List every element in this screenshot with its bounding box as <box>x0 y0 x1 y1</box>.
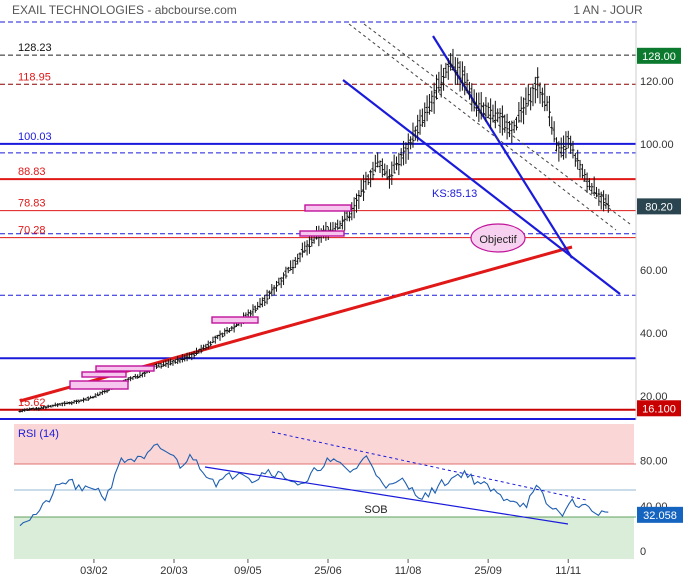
highlight-rectangle <box>69 380 129 390</box>
price-tick-label: 100.00 <box>640 139 674 151</box>
x-tick-label: 20/03 <box>160 565 188 577</box>
price-tick-label: 60.00 <box>640 265 668 277</box>
level-label: 70.28 <box>18 225 46 237</box>
x-tick-label: 25/06 <box>314 565 342 577</box>
price-plot-area <box>20 22 636 420</box>
price-tick-label: 120.00 <box>640 76 674 88</box>
highlight-rectangle <box>304 204 352 212</box>
date-x-axis: 03/02 20/03 09/05 25/06 11/08 25/09 11/11 <box>80 559 581 577</box>
rsi-trendline <box>204 466 569 525</box>
rsi-badge-text: 32.058 <box>643 510 677 522</box>
upper-resistance-line <box>432 35 573 259</box>
price-badges: 128.00 80.20 16.100 <box>637 47 681 417</box>
chart-title: EXAIL TECHNOLOGIES - abcbourse.com <box>12 3 237 17</box>
lower-channel-line <box>342 79 621 295</box>
rsi-oversold-zone <box>14 517 634 559</box>
objectif-label: Objectif <box>479 234 517 246</box>
dotted-channel-line <box>363 23 631 225</box>
objectif-ellipse <box>470 223 526 253</box>
ks-annotation: KS:85.13 <box>432 188 477 200</box>
rsi-line <box>19 443 609 527</box>
price-tick-label: 20.00 <box>640 391 668 403</box>
highlight-rectangle <box>81 371 127 378</box>
price-badge <box>637 47 681 64</box>
level-label: 118.95 <box>18 71 51 83</box>
rsi-overbought-zone <box>14 424 634 464</box>
chart-period: 1 AN - JOUR <box>573 3 643 17</box>
rsi-title: RSI (14) <box>18 428 59 440</box>
highlight-rectangles <box>69 204 352 390</box>
rsi-tick-label: 0 <box>640 546 646 558</box>
price-badge-text: 16.100 <box>642 403 676 415</box>
highlight-rectangle <box>95 365 155 372</box>
highlight-rectangle <box>299 230 345 237</box>
level-label: 100.03 <box>18 131 52 143</box>
level-label: 128.23 <box>18 42 52 54</box>
sob-annotation: SOB <box>364 504 387 516</box>
price-tick-label: 40.00 <box>640 328 668 340</box>
x-tick-label: 09/05 <box>234 565 262 577</box>
x-tick-label: 03/02 <box>80 565 108 577</box>
price-badge-text: 128.00 <box>642 51 676 63</box>
rsi-neutral-zone <box>14 464 634 517</box>
rsi-badge <box>637 506 683 523</box>
price-badge <box>637 198 681 215</box>
price-panel <box>20 22 636 420</box>
rsi-tick-label: 80.00 <box>640 456 668 468</box>
level-label: 78.83 <box>18 198 46 210</box>
dotted-channel-line <box>348 23 617 231</box>
level-label: 88.83 <box>18 166 46 178</box>
price-badge-text: 80.20 <box>645 201 673 213</box>
x-tick-label: 11/08 <box>395 565 422 577</box>
x-tick-label: 11/11 <box>555 565 581 577</box>
price-badge <box>637 400 681 417</box>
x-tick-label: 25/09 <box>474 565 502 577</box>
highlight-rectangle <box>211 316 259 324</box>
